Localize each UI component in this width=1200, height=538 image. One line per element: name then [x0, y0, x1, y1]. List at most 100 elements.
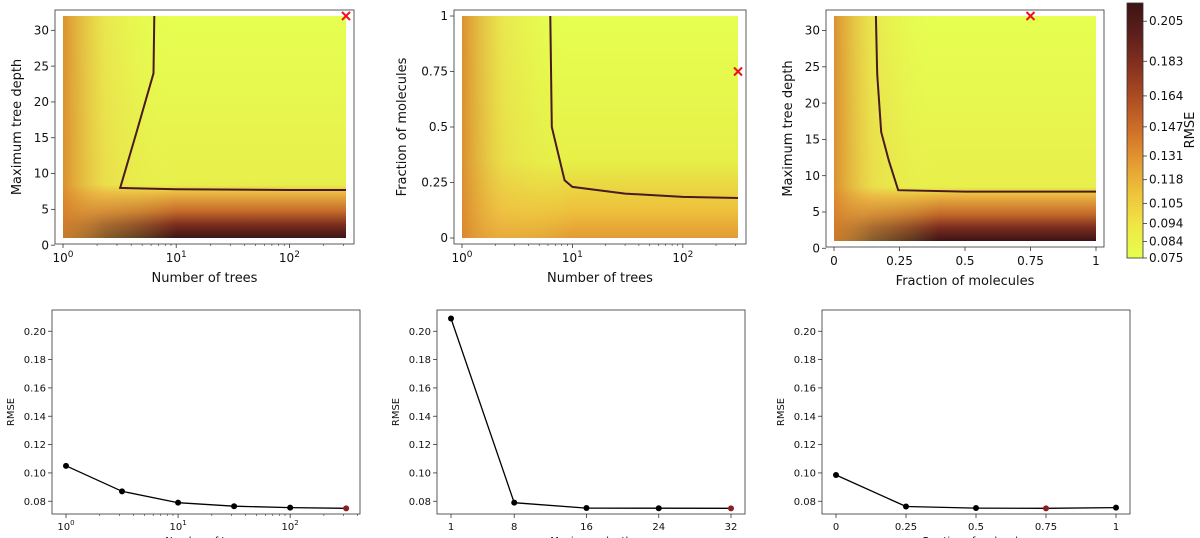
- y-tick-label: 0.16: [794, 383, 816, 394]
- y-tick-label: 0.75: [421, 65, 448, 79]
- colorbar-tick-label: 0.118: [1149, 173, 1183, 187]
- y-axis-label: RMSE: [6, 398, 17, 426]
- colorbar-tick-label: 0.131: [1149, 149, 1183, 163]
- data-point: [833, 472, 839, 479]
- y-tick-label: 0.20: [24, 327, 46, 338]
- heatmap-shading: [462, 16, 738, 238]
- y-tick-label: 15: [34, 131, 49, 145]
- data-point: [583, 505, 590, 512]
- x-tick-label: 1: [1113, 522, 1119, 533]
- y-tick-label: 0.18: [24, 355, 46, 366]
- y-axis-label: Maximum tree depth: [781, 60, 796, 196]
- x-axis-label: Number of trees: [165, 536, 247, 538]
- panel-rmse-vs-trees: 100 101 102 0.08 0.10 0.12 0.14 0.16 0.18 0.20 Num…: [6, 309, 361, 538]
- y-tick-label: 0: [812, 241, 820, 255]
- heatmap-shading: [834, 16, 1096, 241]
- x-tick-label: 100: [57, 519, 74, 533]
- data-point: [287, 504, 294, 511]
- y-tick-label: 0.25: [421, 176, 448, 190]
- axes-frame: [54, 9, 355, 245]
- colorbar-label: RMSE: [1183, 112, 1198, 149]
- y-tick-label: 0.16: [409, 383, 431, 394]
- best-marker: [733, 66, 743, 77]
- y-tick-label: 25: [34, 59, 49, 73]
- data-point: [119, 488, 126, 495]
- y-axis-label: RMSE: [776, 398, 787, 426]
- y-tick-label: 0.18: [409, 355, 431, 366]
- x-tick-label: 32: [725, 522, 738, 533]
- y-tick-label: 30: [805, 24, 820, 38]
- data-point: [973, 505, 979, 512]
- axes-frame: [821, 309, 1131, 515]
- y-tick-label: 0.14: [24, 412, 46, 423]
- x-tick-label: 100: [451, 250, 472, 265]
- y-axis-label: Maximum tree depth: [10, 59, 25, 195]
- y-tick-label: 0.10: [24, 468, 46, 479]
- data-point: [1113, 504, 1119, 511]
- x-tick-label: 0.25: [895, 522, 917, 533]
- contour-line: [118, 15, 346, 191]
- x-tick-label: 24: [652, 522, 665, 533]
- y-axis-label: RMSE: [391, 398, 402, 426]
- y-tick-label: 0.08: [24, 497, 46, 508]
- colorbar: 0.075 0.084 0.094 0.105 0.118 0.131 0.147 0.164…: [1126, 2, 1198, 265]
- best-point: [728, 505, 734, 512]
- panel-rmse-vs-fraction: 0 0.25 0.5 0.75 1 0.08 0.10 0.12 0.14 0.16 0.18 0.2…: [776, 309, 1131, 538]
- series-line: [835, 474, 1117, 509]
- best-point: [1043, 505, 1049, 512]
- data-point: [903, 503, 909, 510]
- y-tick-label: 0.08: [409, 497, 431, 508]
- x-tick-label: 101: [562, 250, 583, 265]
- panel-trees-vs-fraction: 100 101 102 0 0.25 0.5 0.75 1 Number of trees Fra…: [395, 9, 747, 286]
- y-tick-label: 0: [41, 238, 49, 252]
- data-point: [511, 499, 518, 506]
- data-point: [655, 505, 662, 512]
- series-line: [65, 465, 347, 509]
- x-tick-label: 1: [448, 522, 454, 533]
- y-tick-label: 1: [440, 9, 448, 23]
- colorbar-tick-label: 0.094: [1149, 216, 1183, 230]
- x-tick-label: 0.75: [1035, 522, 1057, 533]
- y-tick-label: 0.20: [409, 327, 431, 338]
- x-tick-label: 102: [279, 250, 300, 265]
- x-tick-label: 16: [580, 522, 593, 533]
- colorbar-tick-label: 0.205: [1149, 14, 1183, 28]
- y-tick-label: 10: [34, 167, 49, 181]
- y-tick-label: 0.20: [794, 327, 816, 338]
- y-axis-label: Fraction of molecules: [395, 57, 410, 196]
- x-tick-label: 0: [830, 254, 838, 268]
- y-tick-label: 0.14: [794, 412, 816, 423]
- best-point: [343, 505, 350, 512]
- x-tick-label: 101: [166, 250, 187, 265]
- panel-rmse-vs-depth: 1 8 16 24 32 0.08 0.10 0.12 0.14 0.16 0.18 0.20 Maxi…: [391, 309, 746, 538]
- x-tick-label: 102: [282, 519, 299, 533]
- y-tick-label: 5: [812, 205, 820, 219]
- y-tick-label: 0.5: [429, 120, 448, 134]
- series-line: [450, 318, 732, 509]
- x-axis-label: Maximum depth: [550, 536, 632, 538]
- x-tick-label: 1: [1092, 254, 1100, 268]
- colorbar-tick-label: 0.105: [1149, 196, 1183, 210]
- y-tick-label: 30: [34, 24, 49, 38]
- y-tick-label: 10: [805, 169, 820, 183]
- best-marker: [1025, 11, 1036, 21]
- y-tick-label: 0.10: [794, 468, 816, 479]
- colorbar-tick-label: 0.075: [1149, 251, 1183, 265]
- y-tick-label: 0.18: [794, 355, 816, 366]
- panel-trees-vs-depth: 100 101 102 0 5 10 15 20 25 30 Number of trees Maxi…: [10, 9, 355, 286]
- x-tick-label: 102: [672, 250, 693, 265]
- x-axis-label: Number of trees: [547, 271, 653, 286]
- data-point: [63, 462, 70, 469]
- y-tick-label: 0.12: [24, 440, 46, 451]
- colorbar-tick-label: 0.164: [1149, 89, 1183, 103]
- x-tick-label: 100: [52, 250, 73, 265]
- y-tick-label: 0.08: [794, 497, 816, 508]
- x-tick-label: 0: [833, 522, 839, 533]
- heatmap-shading: [63, 16, 346, 238]
- y-tick-label: 0.10: [409, 468, 431, 479]
- colorbar-tick-label: 0.147: [1149, 120, 1183, 134]
- x-tick-label: 0.5: [968, 522, 984, 533]
- x-tick-label: 0.25: [886, 254, 913, 268]
